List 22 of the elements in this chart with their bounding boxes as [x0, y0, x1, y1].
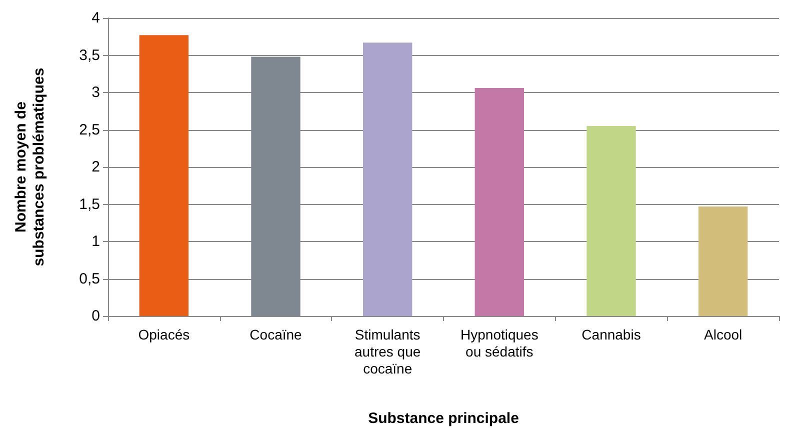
x-tick-label: Alcool — [704, 326, 742, 342]
x-tick-label: Cannabis — [582, 326, 641, 342]
y-tick-label: 2 — [92, 158, 100, 176]
x-tick-label: Hypnotiques ou sédatifs — [460, 326, 538, 360]
y-tick-label: 3,5 — [79, 46, 100, 64]
x-tick-label: Cocaïne — [250, 326, 302, 342]
y-axis-title: Nombre moyen de substances problématiques — [12, 68, 48, 266]
y-tick-label: 0 — [92, 308, 100, 324]
bar — [586, 126, 636, 316]
bar — [139, 35, 189, 316]
bar — [698, 206, 748, 316]
x-axis-title: Substance principale — [368, 410, 519, 427]
x-tick-label: Opiacés — [138, 326, 190, 342]
y-tick-label: 3 — [92, 84, 100, 101]
y-tick-label: 1 — [92, 233, 100, 250]
y-tick-label: 2,5 — [79, 121, 100, 138]
y-tick-label: 1,5 — [79, 196, 100, 213]
bar — [474, 88, 524, 316]
x-tick-label: Stimulants autres que cocaïne — [354, 326, 421, 376]
y-tick-label: 4 — [92, 10, 100, 26]
y-tick-label: 0,5 — [79, 270, 100, 288]
bar — [362, 42, 412, 316]
